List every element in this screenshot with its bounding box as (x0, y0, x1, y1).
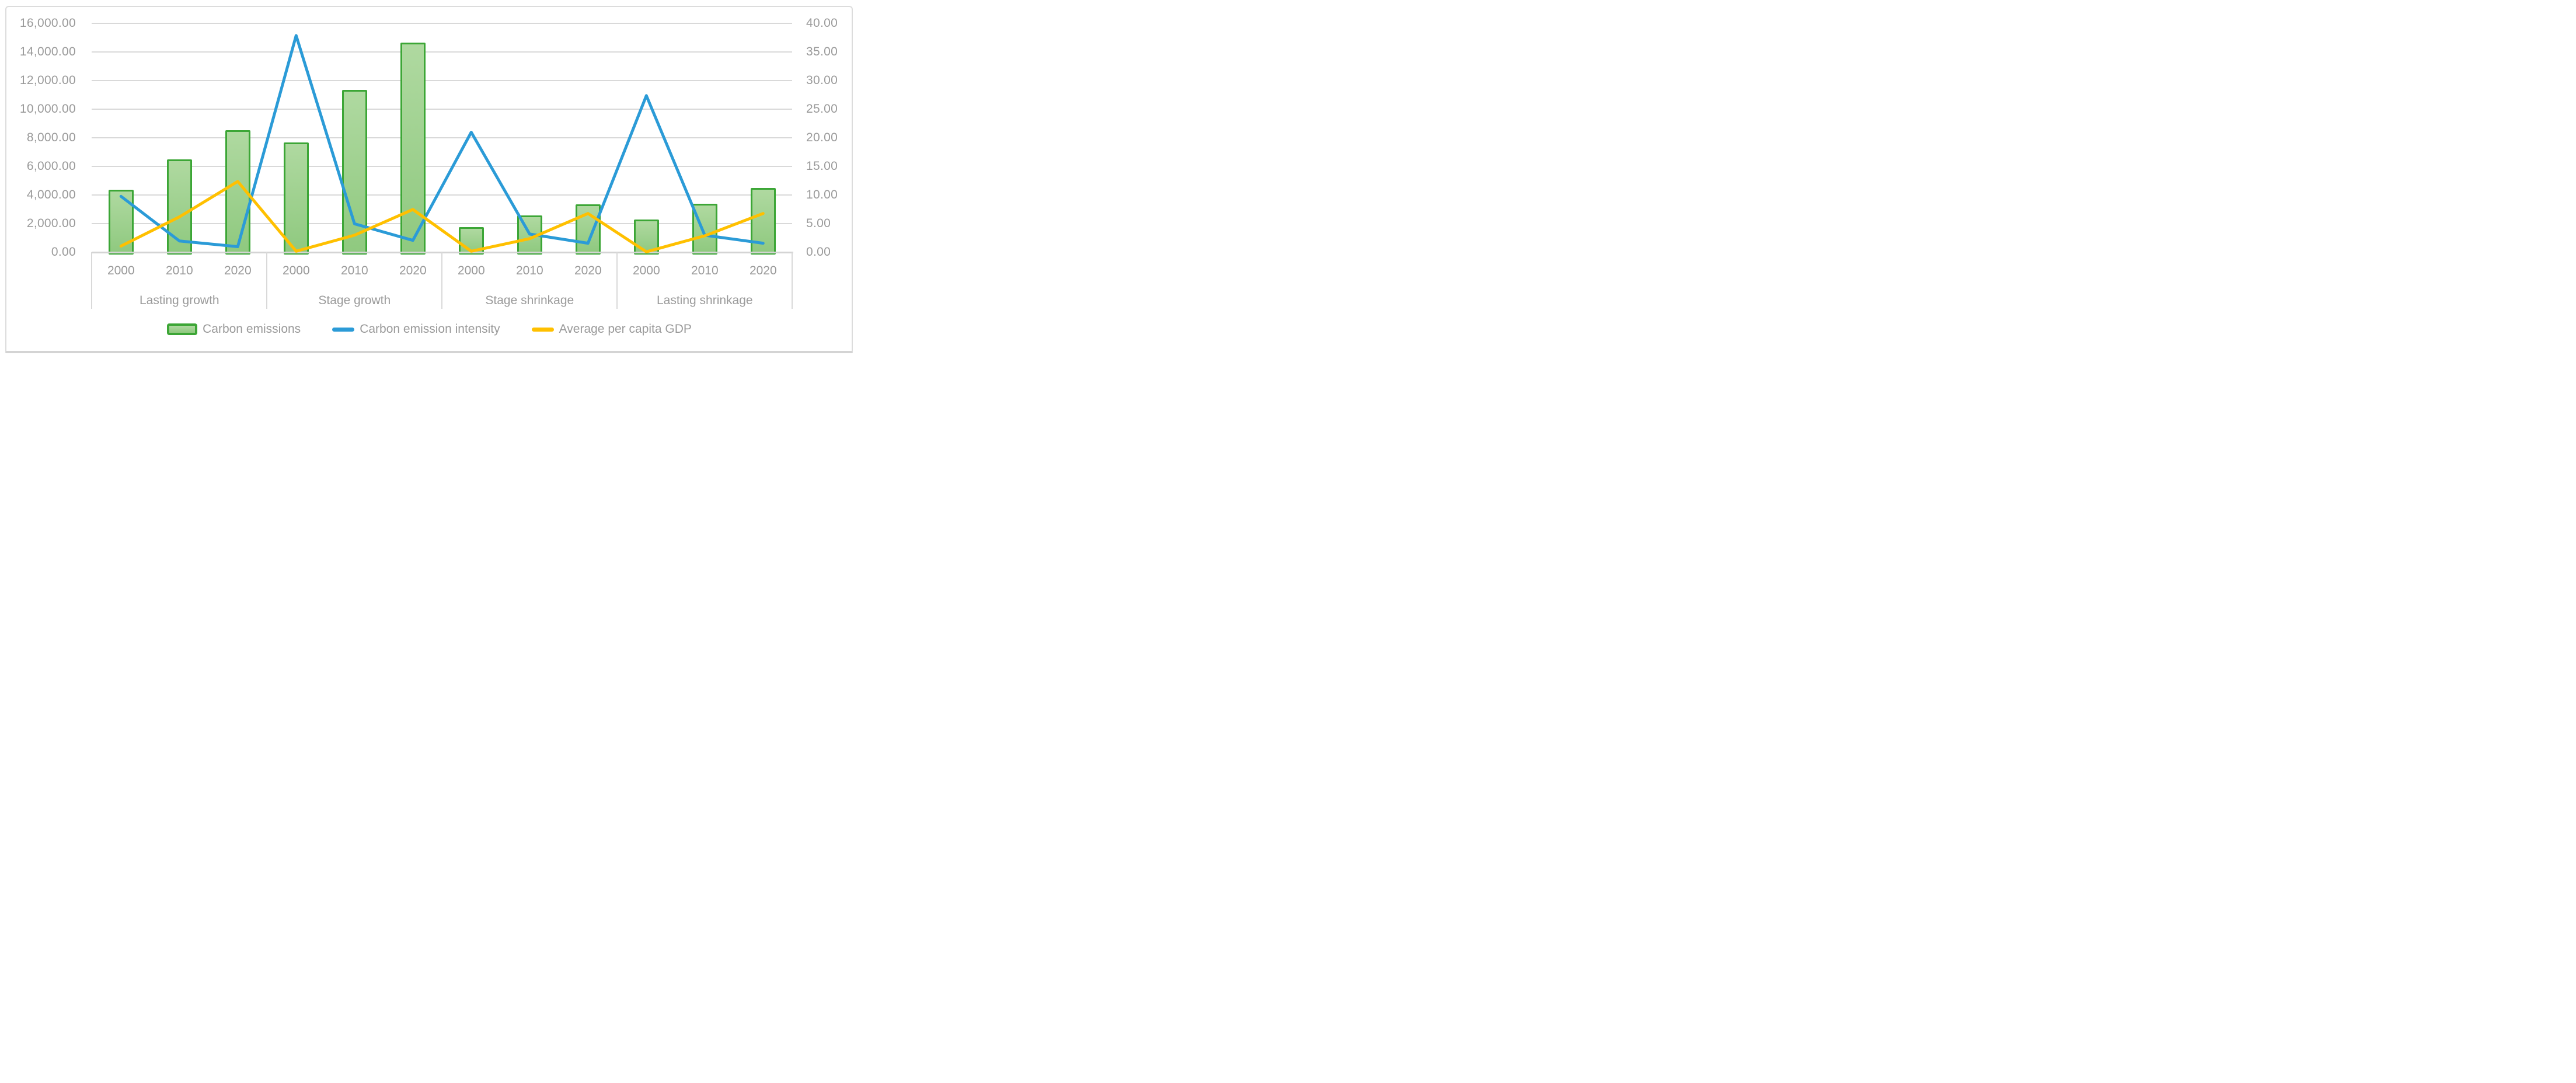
legend-label: Average per capita GDP (559, 322, 692, 336)
bar-carbon-emissions (750, 188, 776, 255)
right-axis-tick-label: 15.00 (806, 159, 838, 173)
legend-item-carbon-emission-intensity: Carbon emission intensity (332, 322, 500, 336)
chart-figure: 16,000.00 14,000.00 12,000.00 10,000.00 8,00… (0, 0, 859, 361)
x-axis-group-label: Lasting growth (140, 294, 219, 307)
left-axis-tick-label: 2,000.00 (26, 217, 76, 231)
bar-carbon-emissions (633, 219, 659, 255)
x-axis-year-label: 2000 (107, 264, 135, 277)
x-axis-line (92, 251, 794, 253)
legend-label: Carbon emissions (203, 322, 301, 336)
x-axis-year-label: 2020 (574, 264, 602, 277)
x-axis-year-label: 2020 (749, 264, 777, 277)
gridline (92, 137, 793, 139)
chart-legend: Carbon emissions Carbon emission intensit… (0, 322, 859, 336)
x-axis-year-label: 2000 (632, 264, 660, 277)
right-axis-tick-label: 35.00 (806, 45, 838, 59)
bar-carbon-emissions (575, 204, 601, 255)
right-axis-tick-label: 10.00 (806, 188, 838, 202)
right-axis-tick-label: 20.00 (806, 131, 838, 145)
bar-carbon-emissions (166, 159, 192, 255)
gridline (92, 223, 793, 225)
left-axis-tick-label: 16,000.00 (19, 16, 76, 30)
left-axis-tick-label: 4,000.00 (26, 188, 76, 202)
category-divider (616, 252, 618, 309)
left-axis-tick-label: 14,000.00 (19, 45, 76, 59)
category-divider (91, 252, 93, 309)
right-axis-tick-label: 40.00 (806, 16, 838, 30)
right-axis-tick-label: 0.00 (806, 245, 831, 259)
left-axis-tick-label: 8,000.00 (26, 131, 76, 145)
x-axis-year-label: 2020 (224, 264, 252, 277)
x-axis-year-label: 2010 (515, 264, 543, 277)
right-axis-tick-label: 25.00 (806, 102, 838, 116)
category-divider (441, 252, 443, 309)
bar-carbon-emissions (108, 189, 134, 255)
x-axis-year-label: 2000 (282, 264, 310, 277)
left-axis-tick-label: 6,000.00 (26, 159, 76, 173)
legend-bar-swatch-icon (167, 323, 198, 335)
x-axis-year-label: 2010 (691, 264, 719, 277)
x-axis-year-label: 2020 (399, 264, 427, 277)
gridline (92, 109, 793, 110)
bar-carbon-emissions (341, 89, 367, 255)
x-axis-group-label: Stage growth (318, 294, 391, 307)
left-axis-tick-label: 0.00 (51, 245, 76, 259)
gridline (92, 51, 793, 53)
bar-carbon-emissions (517, 215, 542, 255)
x-axis-year-label: 2000 (457, 264, 485, 277)
legend-label: Carbon emission intensity (360, 322, 500, 336)
category-divider (266, 252, 268, 309)
left-axis-tick-label: 10,000.00 (19, 102, 76, 116)
gridline (92, 80, 793, 82)
x-axis-group-label: Lasting shrinkage (656, 294, 753, 307)
left-axis-tick-label: 12,000.00 (19, 74, 76, 88)
right-axis-tick-label: 5.00 (806, 217, 831, 231)
gridline (92, 166, 793, 168)
right-axis-tick-label: 30.00 (806, 74, 838, 88)
bar-carbon-emissions (692, 204, 717, 255)
gridline (92, 194, 793, 196)
chart-frame-border (5, 6, 853, 353)
legend-item-average-per-capita-gdp: Average per capita GDP (531, 322, 692, 336)
legend-line-swatch-icon (531, 327, 554, 332)
x-axis-year-label: 2010 (340, 264, 368, 277)
legend-line-swatch-icon (332, 327, 355, 332)
x-axis-year-label: 2010 (165, 264, 193, 277)
bar-carbon-emissions (225, 130, 250, 255)
gridline (92, 23, 793, 25)
legend-item-carbon-emissions: Carbon emissions (167, 322, 301, 336)
bar-carbon-emissions (400, 43, 426, 255)
x-axis-group-label: Stage shrinkage (485, 294, 574, 307)
bar-carbon-emissions (283, 142, 309, 255)
bar-carbon-emissions (458, 227, 484, 255)
category-divider (792, 252, 793, 309)
